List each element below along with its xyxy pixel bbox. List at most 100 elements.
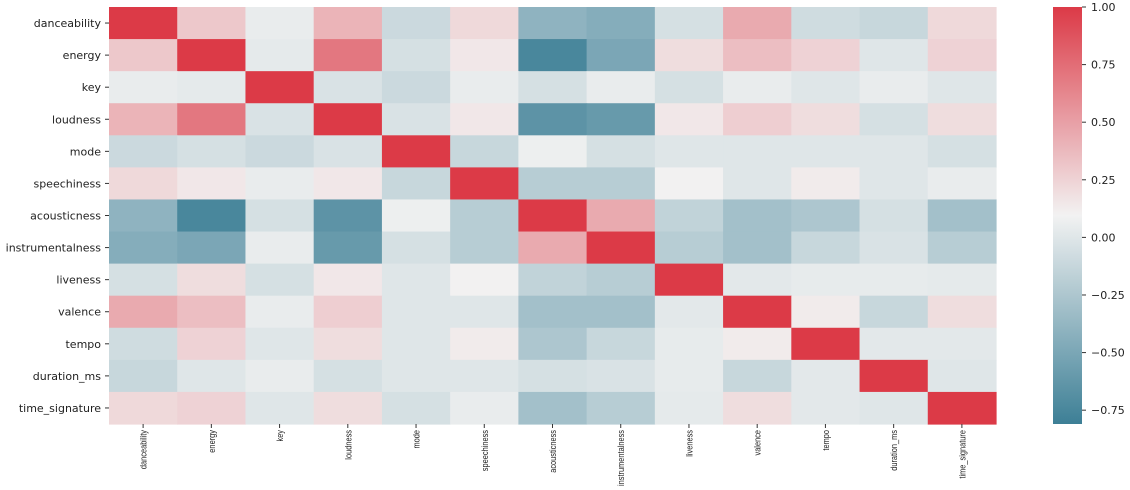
row-labels: danceability energy key loudness mode speechi… (6, 17, 109, 415)
heatmap-cell (245, 231, 315, 265)
heatmap-cell (927, 199, 997, 233)
heatmap-cell (313, 103, 383, 136)
heatmap-cell (927, 103, 997, 136)
row-label: duration_ms (33, 370, 102, 383)
heatmap-cell (518, 135, 588, 168)
heatmap-cell (313, 359, 383, 393)
heatmap-cell (859, 167, 929, 201)
heatmap-cell (518, 167, 588, 201)
heatmap-cell (723, 7, 792, 40)
heatmap-cell (586, 7, 656, 40)
heatmap-cell (654, 263, 724, 297)
heatmap-cell (177, 39, 247, 72)
heatmap-cell (381, 359, 451, 393)
heatmap-cell (586, 359, 656, 393)
heatmap-cell (518, 327, 588, 361)
heatmap-cell (586, 199, 656, 233)
colorbar-tick-label: 0.00 (1091, 231, 1116, 244)
heatmap-cell (245, 39, 315, 72)
heatmap-cell (723, 263, 792, 297)
heatmap-cell (654, 231, 724, 265)
heatmap-cell (791, 295, 861, 329)
heatmap-cell (791, 231, 861, 265)
heatmap-cell (109, 199, 178, 233)
heatmap-cell (927, 39, 997, 72)
colorbar-tick-label: 1.00 (1091, 1, 1116, 14)
heatmap-cell (450, 359, 519, 393)
heatmap-cell (723, 327, 792, 361)
heatmap-cell (245, 199, 315, 233)
heatmap-cell (859, 231, 929, 265)
heatmap-cell (450, 391, 519, 425)
heatmap-cell (791, 167, 861, 201)
heatmap-cell (177, 103, 247, 136)
heatmap-cell (450, 7, 519, 40)
heatmap-cell (654, 135, 724, 168)
row-label: instrumentalness (6, 242, 102, 255)
heatmap-cell (177, 199, 247, 233)
heatmap-cell (859, 103, 929, 136)
column-label: liveness (684, 430, 695, 457)
heatmap-cell (927, 231, 997, 265)
heatmap-cell (723, 231, 792, 265)
heatmap-cell (109, 103, 178, 136)
heatmap-cell (859, 263, 929, 297)
heatmap-cell (859, 391, 929, 425)
heatmap-cell (654, 327, 724, 361)
heatmap-cell (723, 135, 792, 168)
column-label: instrumentalness (616, 430, 627, 486)
heatmap-cell (723, 295, 792, 329)
heatmap-cell (313, 263, 383, 297)
heatmap-cell (381, 7, 451, 40)
heatmap-cell (177, 295, 247, 329)
heatmap-cell (381, 263, 451, 297)
heatmap-cell (654, 295, 724, 329)
column-label: time_signature (957, 430, 968, 479)
heatmap-cell (450, 199, 519, 233)
heatmap-cell (109, 327, 178, 361)
heatmap-cell (654, 359, 724, 393)
heatmap-cell (381, 231, 451, 265)
heatmap-cell (654, 391, 724, 425)
heatmap-cell (109, 7, 178, 40)
colorbar-tick-label: −0.75 (1091, 404, 1125, 417)
column-label: speechiness (480, 430, 491, 471)
heatmap-cell (586, 71, 656, 104)
heatmap-cell (927, 263, 997, 297)
row-label: acousticness (30, 210, 101, 223)
heatmap-cell (723, 199, 792, 233)
heatmap-cell (177, 391, 247, 425)
heatmap-cell (586, 103, 656, 136)
heatmap-cell (586, 135, 656, 168)
heatmap-cell (723, 103, 792, 136)
heatmap-cell (586, 231, 656, 265)
heatmap-cell (313, 199, 383, 233)
heatmap-cell (518, 391, 588, 425)
heatmap-cell (313, 391, 383, 425)
heatmap-cell (381, 199, 451, 233)
row-label: tempo (65, 338, 101, 351)
row-label: danceability (34, 17, 102, 30)
heatmap-cell (450, 103, 519, 136)
heatmap-cell (859, 359, 929, 393)
heatmap-cell (313, 295, 383, 329)
heatmap-cell (313, 7, 383, 40)
heatmap-cell (586, 39, 656, 72)
heatmap-cell (723, 71, 792, 104)
heatmap-cell (859, 199, 929, 233)
heatmap-cell (450, 327, 519, 361)
heatmap-cell (859, 135, 929, 168)
heatmap-cell (927, 7, 997, 40)
heatmap-cell (109, 359, 178, 393)
heatmap-cell (586, 327, 656, 361)
column-labels: danceability energy key loudness mode speechi… (139, 424, 968, 486)
heatmap-cell (109, 71, 178, 104)
heatmap-cell (177, 327, 247, 361)
heatmap-cell (791, 71, 861, 104)
heatmap-cell (654, 39, 724, 72)
row-label: liveness (56, 274, 101, 287)
colorbar-gradient (1053, 7, 1082, 424)
heatmap-cell (177, 7, 247, 40)
heatmap-cell (245, 327, 315, 361)
heatmap-cells (109, 7, 997, 425)
